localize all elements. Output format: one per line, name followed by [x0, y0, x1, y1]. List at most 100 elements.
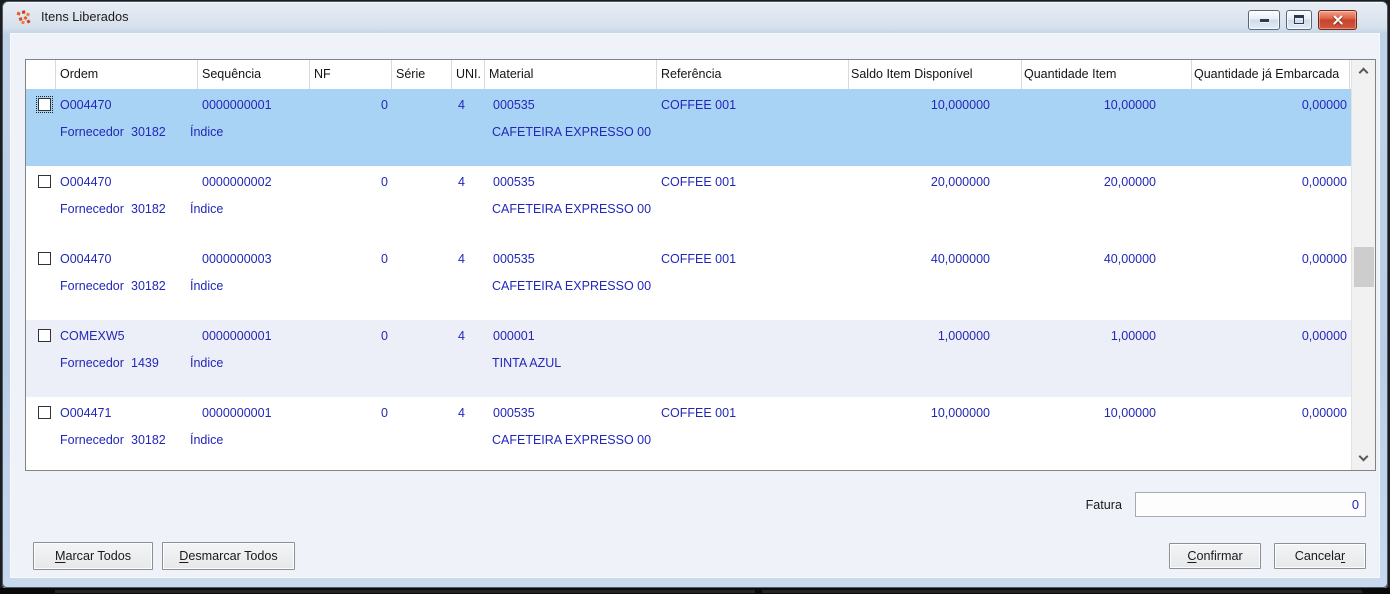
header-sequencia: Sequência — [198, 60, 310, 89]
row-checkbox-cell — [26, 327, 56, 347]
close-button[interactable] — [1318, 10, 1357, 30]
titlebar[interactable]: Itens Liberados — [3, 2, 1387, 33]
maximize-icon — [1294, 15, 1304, 24]
chevron-down-icon — [1358, 451, 1369, 462]
material-description: TINTA AZUL — [492, 356, 562, 370]
cell-referencia: COFFEE 001 — [661, 406, 737, 420]
released-items-list: Ordem Sequência NF Série UNI. Material R… — [25, 59, 1376, 471]
cell-serie — [392, 173, 452, 193]
vertical-scrollbar[interactable] — [1351, 60, 1375, 470]
fornecedor-value: 30182 — [131, 125, 166, 139]
cell-uni: 4 — [458, 175, 465, 189]
cell-nf: 0 — [381, 406, 388, 420]
minimize-icon — [1260, 19, 1269, 22]
cell-sequencia: 0000000002 — [202, 175, 272, 189]
cancelar-button[interactable]: Cancelar — [1274, 543, 1366, 569]
cell-material: 000535 — [493, 98, 535, 112]
material-description: CAFETEIRA EXPRESSO 00 — [492, 202, 652, 216]
cell-sequencia: 0000000001 — [202, 329, 272, 343]
cell-saldo-item-disponivel: 1,000000 — [937, 329, 990, 343]
cell-sequencia: 0000000001 — [202, 406, 272, 420]
table-header: Ordem Sequência NF Série UNI. Material R… — [26, 60, 1375, 89]
header-referencia: Referência — [657, 60, 849, 89]
cell-quantidade-ja-embarcada: 0,00000 — [1301, 329, 1347, 343]
cell-quantidade-item: 10,00000 — [1103, 98, 1156, 112]
table-row[interactable]: O004471 0000000001 0 4 000535 COFFEE 001… — [26, 397, 1351, 470]
table-row[interactable]: O004470 0000000002 0 4 000535 COFFEE 001… — [26, 166, 1351, 243]
cell-quantidade-item: 10,00000 — [1103, 406, 1156, 420]
cell-nf: 0 — [381, 252, 388, 266]
cell-quantidade-item: 40,00000 — [1103, 252, 1156, 266]
cell-quantidade-ja-embarcada: 0,00000 — [1301, 98, 1347, 112]
cell-ordem: COMEXW5 — [60, 329, 125, 343]
cell-ordem: O004471 — [60, 406, 112, 420]
header-serie: Série — [392, 60, 452, 89]
maximize-button[interactable] — [1286, 10, 1312, 30]
table-row[interactable]: COMEXW5 0000000001 0 4 000001 1,000000 1… — [26, 320, 1351, 397]
cell-nf: 0 — [381, 98, 388, 112]
scroll-down-button[interactable] — [1352, 448, 1376, 470]
cell-referencia: COFFEE 001 — [661, 98, 737, 112]
confirmar-button[interactable]: Confirmar — [1169, 543, 1261, 569]
row-checkbox-cell — [26, 404, 56, 424]
row-checkbox-cell — [26, 250, 56, 270]
cell-uni: 4 — [458, 406, 465, 420]
cell-referencia — [657, 327, 849, 347]
fornecedor-value: 30182 — [131, 279, 166, 293]
cell-quantidade-item: 20,00000 — [1103, 175, 1156, 189]
cell-uni: 4 — [458, 98, 465, 112]
close-icon — [1332, 14, 1344, 26]
row-checkbox[interactable] — [38, 252, 51, 265]
scrollbar-thumb[interactable] — [1354, 247, 1374, 287]
scroll-up-button[interactable] — [1352, 60, 1376, 82]
marcar-todos-button[interactable]: Marcar Todos — [33, 542, 153, 570]
table-row[interactable]: O004470 0000000001 0 4 000535 COFFEE 001… — [26, 89, 1351, 166]
header-quantidade-ja-embarcada: Quantidade já Embarcada — [1192, 60, 1350, 89]
fornecedor-label: Fornecedor — [60, 125, 124, 139]
row-checkbox-cell — [26, 173, 56, 193]
table-body: O004470 0000000001 0 4 000535 COFFEE 001… — [26, 89, 1351, 470]
material-description: CAFETEIRA EXPRESSO 00 — [492, 279, 652, 293]
cell-saldo-item-disponivel: 10,000000 — [930, 98, 990, 112]
fatura-field-group: Fatura — [1086, 492, 1366, 517]
row-checkbox-cell — [26, 96, 56, 116]
cell-material: 000535 — [493, 175, 535, 189]
window-title: Itens Liberados — [41, 9, 129, 24]
row-checkbox[interactable] — [36, 96, 53, 113]
fornecedor-label: Fornecedor — [60, 433, 124, 447]
dialog-client-area: Ordem Sequência NF Série UNI. Material R… — [11, 34, 1379, 577]
cell-serie — [392, 250, 452, 270]
cell-uni: 4 — [458, 252, 465, 266]
indice-label: Índice — [190, 356, 224, 370]
row-checkbox[interactable] — [38, 329, 51, 342]
cell-quantidade-ja-embarcada: 0,00000 — [1301, 252, 1347, 266]
indice-label: Índice — [190, 125, 224, 139]
table-row[interactable]: O004470 0000000003 0 4 000535 COFFEE 001… — [26, 243, 1351, 320]
cell-quantidade-item: 1,00000 — [1110, 329, 1156, 343]
header-material: Material — [485, 60, 657, 89]
cell-nf: 0 — [381, 175, 388, 189]
cell-material: 000001 — [493, 329, 535, 343]
cell-ordem: O004470 — [60, 98, 112, 112]
desmarcar-todos-button[interactable]: Desmarcar Todos — [162, 542, 295, 570]
fatura-input[interactable] — [1135, 492, 1366, 517]
cell-uni: 4 — [458, 329, 465, 343]
minimize-button[interactable] — [1248, 10, 1280, 30]
header-saldo-item-disponivel: Saldo Item Disponível — [849, 60, 1022, 89]
chevron-up-icon — [1358, 67, 1369, 78]
header-ordem: Ordem — [56, 60, 198, 89]
material-description: CAFETEIRA EXPRESSO 00 — [492, 125, 652, 139]
app-logo-icon — [16, 10, 31, 25]
cell-ordem: O004470 — [60, 175, 112, 189]
indice-label: Índice — [190, 433, 224, 447]
row-checkbox[interactable] — [38, 406, 51, 419]
fatura-label: Fatura — [1085, 497, 1122, 512]
cell-serie — [392, 96, 452, 116]
cell-saldo-item-disponivel: 20,000000 — [930, 175, 990, 189]
cell-material: 000535 — [493, 252, 535, 266]
fornecedor-label: Fornecedor — [60, 202, 124, 216]
cell-ordem: O004470 — [60, 252, 112, 266]
row-checkbox[interactable] — [38, 175, 51, 188]
